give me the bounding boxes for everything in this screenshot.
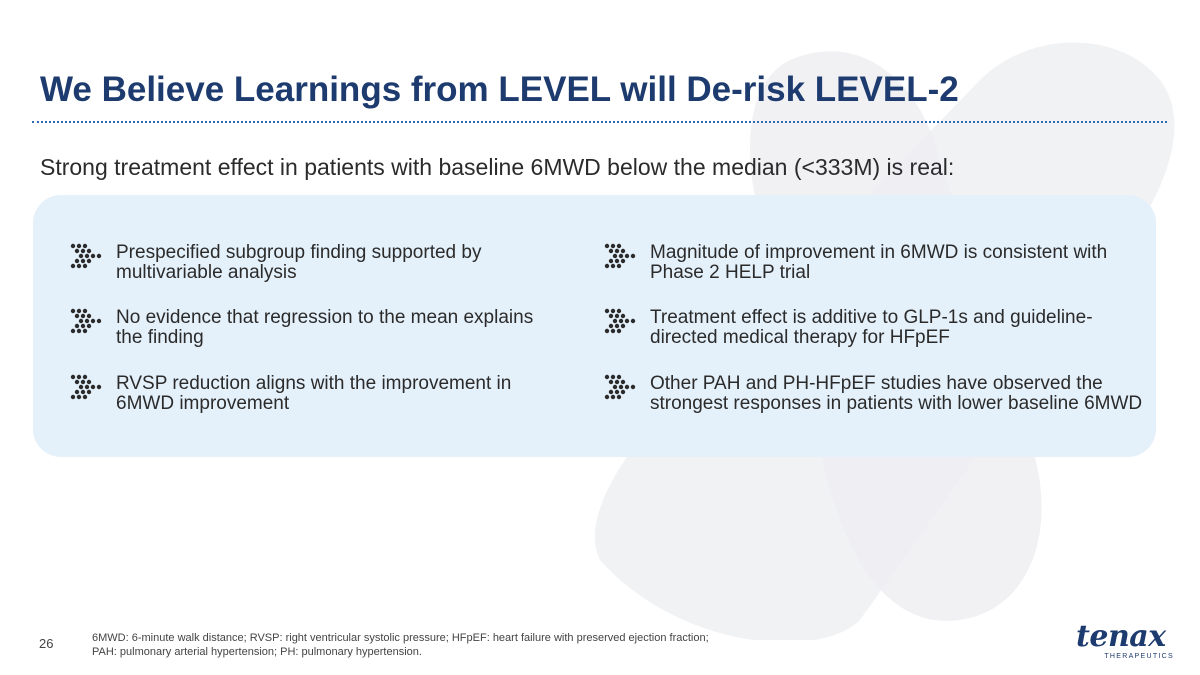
- bullet-right-1: Magnitude of improvement in 6MWD is cons…: [604, 243, 1150, 283]
- slide-subtitle: Strong treatment effect in patients with…: [40, 154, 955, 180]
- footnote-line-2: PAH: pulmonary arterial hypertension; PH…: [92, 646, 422, 658]
- dots-arrow-icon: [70, 374, 102, 400]
- page-number: 26: [39, 636, 54, 651]
- bullet-left-1: Prespecified subgroup finding supported …: [70, 243, 556, 283]
- title-divider: [32, 121, 1167, 123]
- bullet-text: RVSP reduction aligns with the improveme…: [116, 373, 512, 414]
- bullet-right-2: Treatment effect is additive to GLP-1s a…: [604, 308, 1150, 348]
- slide-title: We Believe Learnings from LEVEL will De-…: [40, 70, 959, 109]
- bullet-text: Magnitude of improvement in 6MWD is cons…: [650, 242, 1108, 283]
- dots-arrow-icon: [70, 308, 102, 334]
- footnote: 6MWD: 6-minute walk distance; RVSP: righ…: [92, 631, 709, 659]
- bullets-panel: [33, 195, 1156, 457]
- logo-wordmark: tenax: [1076, 619, 1166, 654]
- bullet-left-3: RVSP reduction aligns with the improveme…: [70, 374, 556, 414]
- dots-arrow-icon: [70, 243, 102, 269]
- bullet-text: Treatment effect is additive to GLP-1s a…: [650, 307, 1093, 348]
- logo-tagline: THERAPEUTICS: [1104, 653, 1174, 660]
- dots-arrow-icon: [604, 308, 636, 334]
- bullet-text: Other PAH and PH-HFpEF studies have obse…: [650, 373, 1143, 414]
- bullet-text: No evidence that regression to the mean …: [116, 307, 534, 348]
- bullet-right-3: Other PAH and PH-HFpEF studies have obse…: [604, 374, 1150, 414]
- bullet-text: Prespecified subgroup finding supported …: [116, 242, 482, 283]
- dots-arrow-icon: [604, 243, 636, 269]
- bullet-left-2: No evidence that regression to the mean …: [70, 308, 556, 348]
- dots-arrow-icon: [604, 374, 636, 400]
- footnote-line-1: 6MWD: 6-minute walk distance; RVSP: righ…: [92, 632, 709, 644]
- company-logo: tenax THERAPEUTICS: [1076, 622, 1176, 662]
